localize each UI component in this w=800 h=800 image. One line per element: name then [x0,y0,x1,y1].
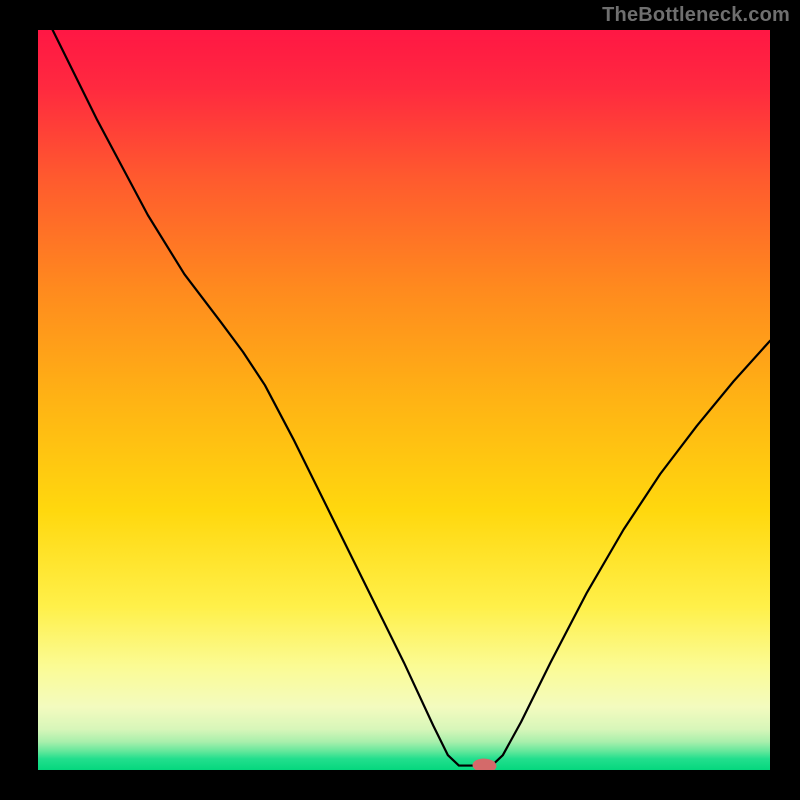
plot-area [38,30,770,773]
chart-frame: TheBottleneck.com [0,0,800,800]
bottleneck-chart [0,0,800,800]
gradient-background [38,30,770,770]
